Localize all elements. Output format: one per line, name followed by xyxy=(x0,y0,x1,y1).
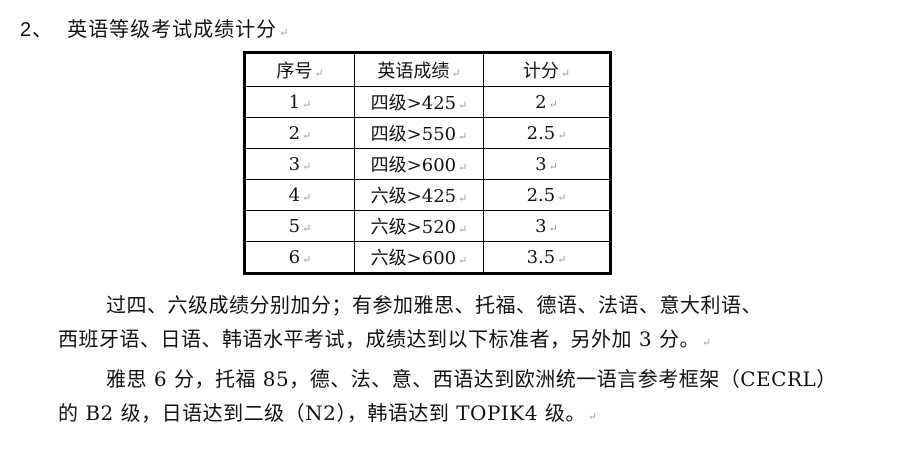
cell-points: 2.5 ↵ xyxy=(483,117,611,149)
score-table: 序号 ↵ 英语成绩 ↵ 计分 ↵ 1 ↵ 四级>425 ↵ 2 ↵ 2 ↵ 四级>550 ↵ 2.5 ↵ 3 ↵… xyxy=(243,51,612,275)
paragraph-mark-icon: ↵ xyxy=(302,128,312,142)
paragraph-mark-icon: ↵ xyxy=(279,26,290,39)
cell-points: 3 ↵ xyxy=(483,148,611,180)
paragraph-2-line-1: 雅思 6 分，托福 85，德、法、意、西语达到欧洲统一语言参考框架（CECRL） xyxy=(106,367,837,391)
paragraph-mark-icon: ↵ xyxy=(458,161,468,174)
paragraph-mark-icon: ↵ xyxy=(302,159,312,173)
paragraph-mark-icon: ↵ xyxy=(557,252,567,266)
table-row: 1 ↵ 四级>425 ↵ 2 ↵ xyxy=(244,86,611,118)
paragraph-mark-icon: ↵ xyxy=(560,67,571,80)
cell-english-score: 六级>520 ↵ xyxy=(354,210,484,242)
section-number: 2、 xyxy=(20,19,54,41)
paragraph-1-line-1: 过四、六级成绩分别加分；有参加雅思、托福、德语、法语、意大利语、 xyxy=(106,293,762,317)
table-row: 6 ↵ 六级>600 ↵ 3.5 ↵ xyxy=(244,241,611,274)
paragraph-mark-icon: ↵ xyxy=(458,99,468,112)
paragraph-mark-icon: ↵ xyxy=(557,128,567,142)
paragraph-mark-icon: ↵ xyxy=(548,159,558,173)
cell-english-score: 四级>550 ↵ xyxy=(354,117,484,149)
table-row: 3 ↵ 四级>600 ↵ 3 ↵ xyxy=(244,148,611,180)
cell-index: 6 ↵ xyxy=(244,241,355,274)
paragraph-mark-icon: ↵ xyxy=(458,130,468,143)
paragraph-mark-icon: ↵ xyxy=(451,67,461,80)
paragraph-mark-icon: ↵ xyxy=(548,221,558,235)
cell-index: 3 ↵ xyxy=(244,148,355,180)
paragraph-mark-icon: ↵ xyxy=(458,254,468,267)
paragraph-mark-icon: ↵ xyxy=(302,97,312,111)
cell-points: 2.5 ↵ xyxy=(483,179,611,211)
cell-english-score: 四级>425 ↵ xyxy=(354,86,484,118)
cell-index: 1 ↵ xyxy=(244,86,355,118)
header-points: 计分 ↵ xyxy=(483,52,611,87)
cell-points: 2 ↵ xyxy=(483,86,611,118)
table-row: 4 ↵ 六级>425 ↵ 2.5 ↵ xyxy=(244,179,611,211)
table-row: 2 ↵ 四级>550 ↵ 2.5 ↵ xyxy=(244,117,611,149)
paragraph-mark-icon: ↵ xyxy=(587,410,598,423)
paragraph-1-line-2: 西班牙语、日语、韩语水平考试，成绩达到以下标准者，另外加 3 分。 ↵ xyxy=(58,327,712,351)
paragraph-mark-icon: ↵ xyxy=(458,223,468,236)
header-english-score: 英语成绩 ↵ xyxy=(354,52,484,87)
table-row: 5 ↵ 六级>520 ↵ 3 ↵ xyxy=(244,210,611,242)
cell-english-score: 四级>600 ↵ xyxy=(354,148,484,180)
paragraph-mark-icon: ↵ xyxy=(314,67,324,80)
cell-english-score: 六级>600 ↵ xyxy=(354,241,484,274)
section-heading: 2、 英语等级考试成绩计分 ↵ xyxy=(20,13,289,42)
paragraph-mark-icon: ↵ xyxy=(302,190,312,204)
cell-index: 5 ↵ xyxy=(244,210,355,242)
paragraph-mark-icon: ↵ xyxy=(701,336,712,349)
cell-index: 2 ↵ xyxy=(244,117,355,149)
header-index: 序号 ↵ xyxy=(244,52,355,87)
paragraph-mark-icon: ↵ xyxy=(557,190,567,204)
paragraph-mark-icon: ↵ xyxy=(548,97,558,111)
cell-english-score: 六级>425 ↵ xyxy=(354,179,484,211)
cell-points: 3.5 ↵ xyxy=(483,241,611,274)
paragraph-2-line-2: 的 B2 级，日语达到二级（N2），韩语达到 TOPIK4 级。 ↵ xyxy=(58,401,598,425)
paragraph-mark-icon: ↵ xyxy=(302,252,312,266)
paragraph-mark-icon: ↵ xyxy=(458,192,468,205)
table-header-row: 序号 ↵ 英语成绩 ↵ 计分 ↵ xyxy=(244,52,611,87)
cell-index: 4 ↵ xyxy=(244,179,355,211)
cell-points: 3 ↵ xyxy=(483,210,611,242)
paragraph-mark-icon: ↵ xyxy=(302,221,312,235)
section-title: 英语等级考试成绩计分 xyxy=(67,17,278,41)
